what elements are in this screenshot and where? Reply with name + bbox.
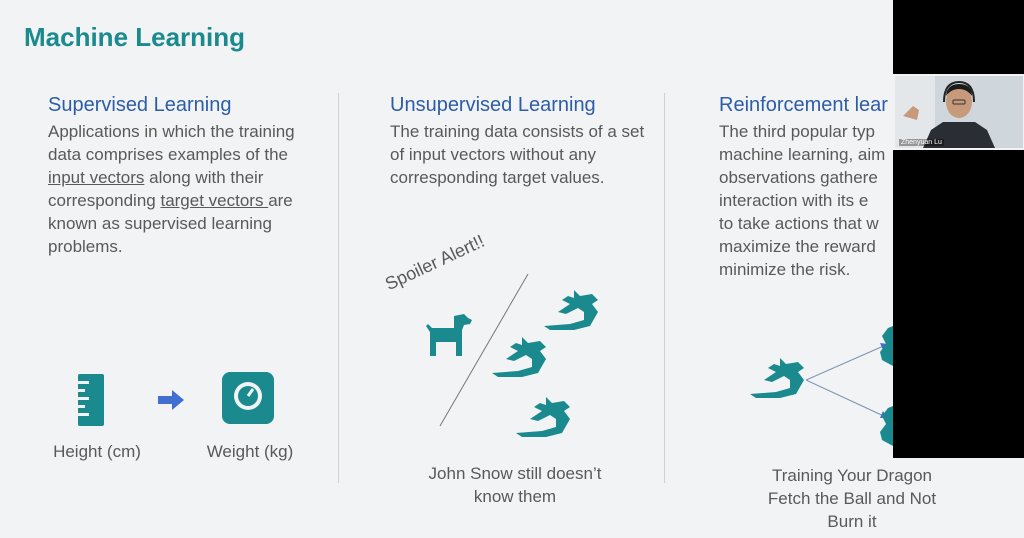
supervised-text-1: Applications in which the training data … (48, 122, 295, 164)
reinforcement-line-1: The third popular typ (719, 122, 875, 141)
reinforcement-line-6: maximize the reward (719, 237, 876, 256)
supervised-text-2: along with their corresponding (48, 168, 264, 210)
video-panel-bottom (893, 150, 1024, 458)
reinforcement-caption-line-1: Training Your Dragon (771, 466, 933, 485)
column-divider (664, 93, 665, 483)
supervised-description: Applications in which the training data … (48, 120, 318, 258)
height-caption: Height (cm) (53, 442, 141, 461)
supervised-heading: Supervised Learning (48, 94, 232, 116)
reinforcement-caption-line-2: Fetch the Ball and Not (767, 489, 937, 508)
weight-caption: Weight (kg) (206, 442, 294, 461)
reinforcement-caption: Training Your Dragon Fetch the Ball and … (732, 464, 972, 533)
reinforcement-line-2: machine learning, aim (719, 145, 886, 164)
dragon-icon (880, 406, 893, 446)
participant-name-label: Zhenyuan Lu (899, 139, 944, 146)
reinforcement-caption-line-3: Burn it (827, 512, 877, 531)
target-vectors-term: target vectors (160, 191, 269, 210)
reinforcement-line-3: observations gathere (719, 168, 878, 187)
reinforcement-line-7: minimize the risk. (719, 260, 851, 279)
reinforcement-description: The third popular typ machine learning, … (719, 120, 895, 281)
unsupervised-heading: Unsupervised Learning (390, 94, 596, 116)
unsupervised-caption: John Snow still doesn’t know them (390, 462, 640, 508)
dragon-icon (880, 326, 893, 366)
slide-title: Machine Learning (24, 22, 246, 52)
participant-avatar (895, 76, 1023, 148)
ruler-icon (78, 374, 104, 426)
video-panel-top (893, 0, 1024, 74)
dog-icon (426, 314, 472, 356)
participant-video-tile[interactable]: Zhenyuan Lu (895, 76, 1023, 148)
dragon-icon (544, 290, 598, 330)
reinforcement-line-5: to take actions that w (719, 214, 879, 233)
dragon-icon (492, 337, 546, 377)
arrow-right-icon (158, 390, 184, 410)
reinforcement-heading: Reinforcement lear (719, 94, 888, 116)
unsupervised-caption-line-2: know them (473, 487, 557, 506)
unsupervised-caption-line-1: John Snow still doesn’t (428, 464, 602, 483)
dragon-icon (516, 397, 570, 437)
reinforcement-line-4: interaction with its e (719, 191, 869, 210)
scale-icon (222, 372, 274, 424)
separator-line (439, 273, 529, 427)
input-vectors-term: input vectors (48, 168, 145, 187)
dragon-icon (750, 358, 804, 398)
supervised-text-3: are known as supervised learning problem… (48, 191, 293, 256)
unsupervised-description: The training data consists of a set of i… (390, 122, 645, 187)
column-divider (338, 93, 339, 483)
